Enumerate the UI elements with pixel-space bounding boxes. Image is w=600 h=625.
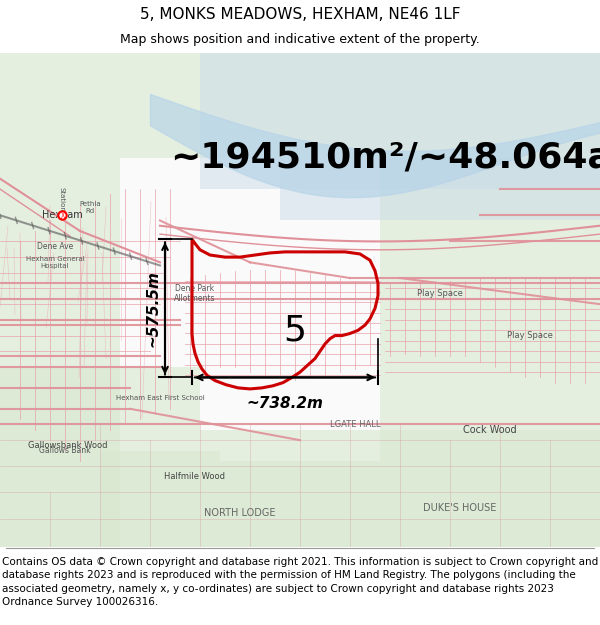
Polygon shape [380, 158, 600, 346]
Text: Station: Station [59, 187, 65, 212]
Polygon shape [0, 53, 120, 547]
Polygon shape [380, 346, 600, 547]
Text: Gallows Bank: Gallows Bank [39, 446, 91, 455]
Text: Halfmile Wood: Halfmile Wood [164, 472, 226, 481]
Text: Gallowsbank Wood: Gallowsbank Wood [28, 441, 108, 450]
Text: 5: 5 [284, 313, 307, 348]
Text: Contains OS data © Crown copyright and database right 2021. This information is : Contains OS data © Crown copyright and d… [2, 557, 598, 608]
Text: DUKE'S HOUSE: DUKE'S HOUSE [424, 503, 497, 513]
Text: ~738.2m: ~738.2m [247, 396, 323, 411]
Text: Play Space: Play Space [417, 289, 463, 298]
Text: Hexham: Hexham [41, 210, 82, 220]
Text: ~575.5m: ~575.5m [146, 270, 161, 347]
Text: Map shows position and indicative extent of the property.: Map shows position and indicative extent… [120, 33, 480, 46]
Text: Dene Park
Allotments: Dene Park Allotments [174, 284, 216, 303]
Text: Dene Ave: Dene Ave [37, 242, 73, 251]
Polygon shape [100, 451, 220, 547]
Text: 5, MONKS MEADOWS, HEXHAM, NE46 1LF: 5, MONKS MEADOWS, HEXHAM, NE46 1LF [140, 8, 460, 22]
Polygon shape [0, 367, 200, 547]
Polygon shape [200, 53, 600, 189]
Text: ╳: ╳ [60, 211, 64, 219]
Text: NORTH LODGE: NORTH LODGE [204, 508, 276, 518]
Text: Play Space: Play Space [507, 331, 553, 340]
Text: Cock Wood: Cock Wood [463, 425, 517, 435]
Polygon shape [280, 158, 600, 221]
Polygon shape [220, 461, 380, 547]
Polygon shape [120, 53, 600, 158]
Text: ~194510m²/~48.064ac.: ~194510m²/~48.064ac. [170, 141, 600, 175]
Text: Hexham General
Hospital: Hexham General Hospital [26, 256, 85, 269]
Text: Hexham East First School: Hexham East First School [116, 396, 205, 401]
Text: Pethia
Rd: Pethia Rd [79, 201, 101, 214]
Polygon shape [200, 430, 600, 547]
Text: LGATE HALL: LGATE HALL [330, 420, 380, 429]
